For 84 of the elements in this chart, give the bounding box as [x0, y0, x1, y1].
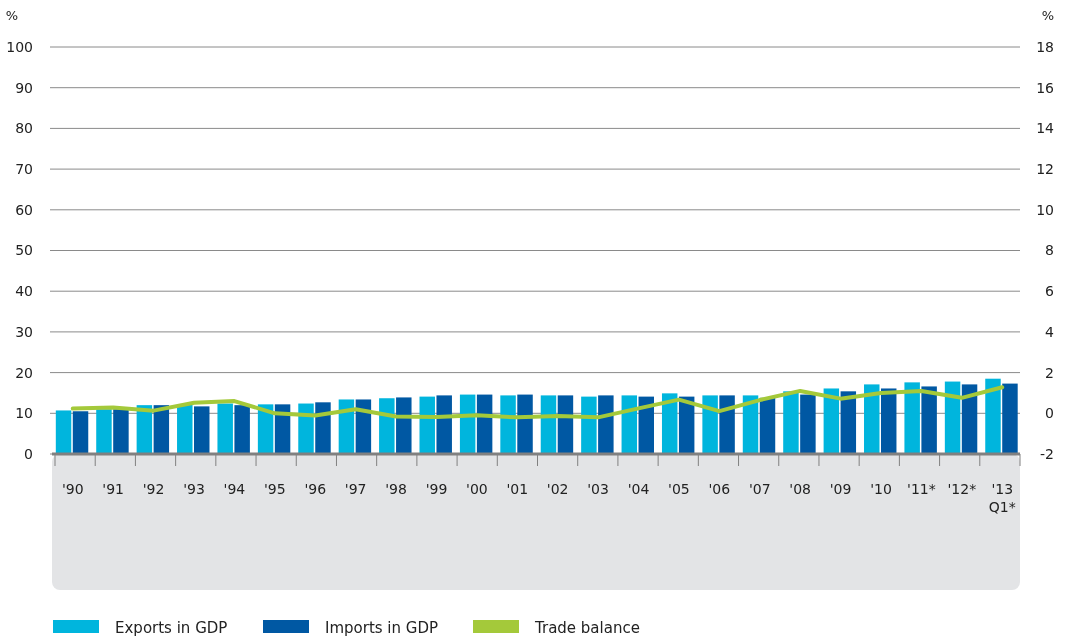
x-tick-label: '90 — [61, 481, 84, 497]
bar — [759, 397, 776, 454]
bar — [719, 395, 735, 454]
line-series — [70, 385, 1005, 420]
y-axis-title: % — [5, 8, 19, 23]
x-tick-label: '02 — [546, 481, 569, 497]
x-tick-label: '10 — [870, 481, 892, 497]
x-tick-label: '01 — [506, 481, 529, 497]
bar — [234, 405, 250, 454]
x-tick-label: '93 — [183, 481, 205, 497]
x-tick-label: '91 — [102, 481, 125, 497]
x-tick-label: '08 — [789, 481, 811, 497]
y2-tick-label: 16 — [1036, 79, 1055, 96]
x-tick-label: '09 — [829, 481, 852, 497]
x-tick-label: '11* — [907, 481, 936, 497]
y-tick-label: 10 — [15, 405, 33, 422]
bar — [904, 382, 920, 454]
x-tick-label: '06 — [708, 481, 731, 497]
bar — [315, 402, 331, 454]
x-tick-label: '07 — [748, 481, 771, 497]
y2-tick-label: 10 — [1036, 201, 1054, 218]
y-tick-label: 40 — [15, 283, 33, 300]
y2-axis-title: % — [1041, 8, 1055, 23]
x-tick-label: '13 Q1* — [988, 481, 1016, 515]
bar — [702, 395, 718, 454]
y2-tick-label: 18 — [1036, 38, 1054, 55]
bar — [217, 403, 233, 454]
bar — [113, 409, 129, 454]
bar — [840, 391, 857, 454]
legend-label: Imports in GDP — [325, 619, 439, 637]
bar — [823, 388, 840, 454]
x-tick-label: '97 — [344, 481, 367, 497]
x-tick-label: '94 — [223, 481, 246, 497]
bar — [864, 384, 880, 454]
bar — [880, 388, 897, 454]
bar — [500, 395, 516, 454]
y2-tick-label: 8 — [1045, 242, 1054, 259]
x-tick-label: '03 — [587, 481, 609, 497]
y-tick-label: 50 — [15, 242, 33, 259]
bar — [800, 394, 816, 454]
bar — [783, 391, 799, 454]
bar — [985, 378, 1001, 454]
bar — [96, 409, 112, 454]
y-tick-label: 20 — [15, 364, 33, 381]
x-tick-label: '92 — [142, 481, 165, 497]
y2-tick-label: 2 — [1045, 364, 1054, 381]
x-tick-label: '00 — [466, 481, 488, 497]
bar — [921, 386, 937, 454]
bar — [177, 404, 193, 454]
bar — [379, 398, 395, 454]
y2-tick-label: 0 — [1045, 405, 1054, 422]
y-tick-label: 80 — [15, 120, 33, 137]
x-tick-label: '98 — [385, 481, 407, 497]
y2-tick-label: -2 — [1040, 445, 1054, 462]
bar — [961, 384, 978, 454]
y2-tick-label: 12 — [1036, 161, 1054, 177]
x-tick-label: '95 — [264, 481, 286, 497]
bar — [436, 395, 452, 454]
y2-tick-label: 4 — [1045, 323, 1055, 340]
legend-label: Trade balance — [534, 619, 640, 637]
y-tick-label: 70 — [15, 161, 33, 177]
legend-label: Exports in GDP — [115, 619, 228, 637]
y-tick-label: 30 — [15, 323, 33, 340]
y2-tick-label: 6 — [1045, 283, 1055, 300]
y-tick-label: 90 — [15, 79, 33, 96]
bar — [944, 381, 961, 454]
y-tick-label: 0 — [24, 445, 33, 462]
x-tick-label: '99 — [425, 481, 448, 497]
x-tick-label: '12* — [947, 481, 977, 497]
bar — [517, 394, 533, 454]
y-tick-label: 100 — [6, 38, 33, 55]
x-tick-label: '05 — [668, 481, 690, 497]
bar — [581, 396, 597, 454]
x-tick-label: '04 — [627, 481, 650, 497]
bar — [194, 406, 210, 454]
bar — [598, 395, 614, 454]
bar — [72, 411, 89, 454]
bar — [298, 403, 314, 454]
x-tick-label: '96 — [304, 481, 327, 497]
bar — [1002, 383, 1018, 454]
y2-tick-label: 14 — [1036, 120, 1055, 137]
bar — [396, 397, 412, 454]
bar — [55, 410, 72, 454]
y-tick-label: 60 — [15, 201, 33, 218]
